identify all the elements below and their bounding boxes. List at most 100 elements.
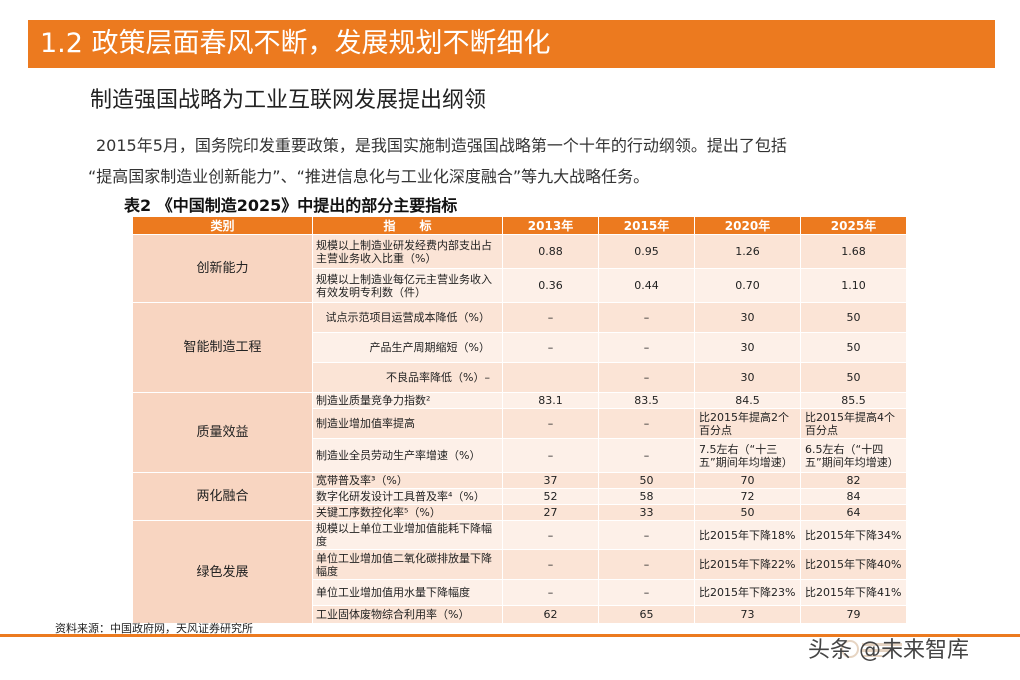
category-cell: 智能制造工程	[132, 302, 313, 393]
value-2025: 84	[800, 488, 907, 505]
table-row: 两化融合 宽带普及率³（%） 37 50 70 82	[132, 472, 907, 521]
indicator-cell: 工业固体废物综合利用率（%）	[312, 605, 503, 624]
value-2015: –	[598, 408, 695, 439]
value-2025: 50	[800, 362, 907, 393]
indicator-cell: 关键工序数控化率⁵（%）	[312, 504, 503, 521]
header-2015: 2015年	[598, 216, 695, 235]
footer-rule	[0, 634, 1020, 637]
value-2025: 1.68	[800, 234, 907, 269]
value-2013: 0.36	[502, 268, 599, 303]
indicator-cell: 不良品率降低（%）–	[312, 362, 503, 393]
value-2013: 37	[502, 472, 599, 489]
table-row: 智能制造工程 试点示范项目运营成本降低（%） – – 30 50	[132, 302, 907, 393]
value-2025: 1.10	[800, 268, 907, 303]
value-2020: 50	[694, 504, 801, 521]
table-header-row: 类别 指 标 2013年 2015年 2020年 2025年	[132, 216, 907, 235]
table-row: 创新能力 规模以上制造业研发经费内部支出占主营业务收入比重（%） 0.88 0.…	[132, 234, 907, 303]
value-2020: 比2015年下降23%	[694, 579, 801, 606]
value-2025: 50	[800, 302, 907, 333]
value-2013: –	[502, 549, 599, 580]
indicator-cell: 制造业全员劳动生产率增速（%）	[312, 438, 503, 473]
value-2015: 0.44	[598, 268, 695, 303]
value-2013: 0.88	[502, 234, 599, 269]
value-2020: 73	[694, 605, 801, 624]
table-row: 关键工序数控化率⁵（%） 27 33 50 64	[133, 504, 907, 521]
value-2025: 比2015年下降41%	[800, 579, 907, 606]
indicator-cell: 宽带普及率³（%）	[312, 472, 503, 489]
value-2020: 30	[694, 332, 801, 363]
value-2013: 27	[502, 504, 599, 521]
page-title: 1.2 政策层面春风不断，发展规划不断细化	[28, 20, 995, 68]
value-2013	[502, 362, 599, 393]
category-cell: 质量效益	[132, 392, 313, 473]
section-subtitle: 制造强国战略为工业互联网发展提出纲领	[90, 88, 487, 113]
value-2015: –	[598, 438, 695, 473]
value-2013: 52	[502, 488, 599, 505]
value-2015: 0.95	[598, 234, 695, 269]
value-2020: 比2015年提高2个百分点	[694, 408, 801, 439]
value-2015: –	[598, 362, 695, 393]
value-2013: –	[502, 302, 599, 333]
source-note: 资料来源：中国政府网，天风证券研究所	[55, 622, 253, 635]
value-2025: 比2015年下降40%	[800, 549, 907, 580]
publisher-logo-icon	[841, 640, 902, 658]
value-2025: 64	[800, 504, 907, 521]
indicator-cell: 产品生产周期缩短（%）	[312, 332, 503, 363]
value-2015: –	[598, 520, 695, 550]
value-2013: –	[502, 408, 599, 439]
value-2020: 1.26	[694, 234, 801, 269]
header-indicator: 指 标	[312, 216, 503, 235]
value-2020: 30	[694, 302, 801, 333]
value-2015: 83.5	[598, 392, 695, 409]
indicator-cell: 规模以上制造业每亿元主营业务收入有效发明专利数（件）	[312, 268, 503, 303]
value-2025: 85.5	[800, 392, 907, 409]
value-2013: –	[502, 579, 599, 606]
indicator-cell: 试点示范项目运营成本降低（%）	[312, 302, 503, 333]
table-row: 不良品率降低（%）– – 30 50	[133, 362, 907, 393]
value-2015: –	[598, 332, 695, 363]
value-2020: 72	[694, 488, 801, 505]
value-2020: 30	[694, 362, 801, 393]
table-row: 绿色发展 规模以上单位工业增加值能耗下降幅度 – – 比2015年下降18% 比…	[132, 520, 907, 624]
header-2025: 2025年	[800, 216, 907, 235]
header-2020: 2020年	[694, 216, 801, 235]
value-2015: 50	[598, 472, 695, 489]
value-2020: 84.5	[694, 392, 801, 409]
header-category: 类别	[132, 216, 313, 235]
value-2015: –	[598, 302, 695, 333]
value-2015: 58	[598, 488, 695, 505]
value-2013: –	[502, 438, 599, 473]
value-2025: 比2015年提高4个百分点	[800, 408, 907, 439]
value-2013: 62	[502, 605, 599, 624]
table-row: 单位工业增加值二氧化碳排放量下降幅度 – – 比2015年下降22% 比2015…	[133, 549, 907, 580]
table-row: 工业固体废物综合利用率（%） 62 65 73 79	[133, 605, 907, 624]
value-2025: 82	[800, 472, 907, 489]
value-2020: 0.70	[694, 268, 801, 303]
value-2020: 比2015年下降22%	[694, 549, 801, 580]
category-cell: 创新能力	[132, 234, 313, 303]
value-2025: 50	[800, 332, 907, 363]
table-row: 数字化研发设计工具普及率⁴（%） 52 58 72 84	[133, 488, 907, 505]
value-2020: 比2015年下降18%	[694, 520, 801, 550]
indicator-cell: 制造业质量竞争力指数²	[312, 392, 503, 409]
category-cell: 两化融合	[132, 472, 313, 521]
value-2013: 83.1	[502, 392, 599, 409]
value-2015: 33	[598, 504, 695, 521]
indicator-cell: 数字化研发设计工具普及率⁴（%）	[312, 488, 503, 505]
category-cell: 绿色发展	[132, 520, 313, 624]
value-2015: 65	[598, 605, 695, 624]
table-row: 制造业增加值率提高 – – 比2015年提高2个百分点 比2015年提高4个百分…	[133, 408, 907, 439]
value-2013: –	[502, 332, 599, 363]
value-2020: 70	[694, 472, 801, 489]
intro-paragraph: 2015年5月，国务院印发重要政策，是我国实施制造强国战略第一个十年的行动纲领。…	[88, 130, 956, 192]
header-2013: 2013年	[502, 216, 599, 235]
indicator-cell: 制造业增加值率提高	[312, 408, 503, 439]
indicator-cell: 规模以上单位工业增加值能耗下降幅度	[312, 520, 503, 550]
value-2015: –	[598, 549, 695, 580]
indicator-cell: 规模以上制造业研发经费内部支出占主营业务收入比重（%）	[312, 234, 503, 269]
value-2015: –	[598, 579, 695, 606]
table-caption: 表2 《中国制造2025》中提出的部分主要指标	[124, 196, 458, 215]
intro-line-2: “提高国家制造业创新能力”、“推进信息化与工业化深度融合”等九大战略任务。	[88, 167, 650, 186]
table-row: 规模以上制造业每亿元主营业务收入有效发明专利数（件） 0.36 0.44 0.7…	[133, 268, 907, 303]
indicators-table: 类别 指 标 2013年 2015年 2020年 2025年 创新能力 规模以上…	[132, 216, 907, 624]
